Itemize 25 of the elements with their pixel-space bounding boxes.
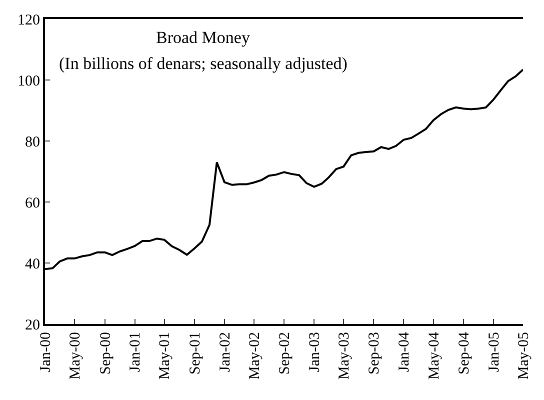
x-tick-label: Sep-01 [187, 332, 204, 374]
y-tick-label: 80 [25, 134, 40, 150]
x-tick-label: Jan-00 [38, 332, 54, 372]
x-tick-label: Sep-02 [276, 332, 293, 374]
x-tick-label: May-04 [426, 332, 442, 380]
x-tick-label: May-01 [157, 332, 174, 380]
text: Broad Money [156, 28, 250, 47]
y-tick-label: 100 [18, 73, 40, 90]
x-tick-label: Jan-05 [486, 332, 502, 372]
y-tick-label: 40 [25, 256, 40, 272]
x-tick-label: Sep-00 [98, 332, 114, 374]
x-tick-label: Jan-03 [306, 332, 323, 372]
x-tick-label: May-00 [68, 332, 84, 380]
y-tick-label: 120 [18, 12, 40, 28]
y-tick-label: 20 [25, 317, 40, 334]
y-tick-label: 60 [25, 195, 40, 212]
x-tick-label: Sep-03 [366, 332, 383, 374]
x-tick-label: Jan-01 [128, 332, 144, 372]
x-tick-label: May-03 [336, 332, 352, 380]
x-tick-label: May-02 [246, 332, 263, 380]
x-tick-label: Jan-04 [396, 332, 413, 372]
text: (In billions of denars; seasonally adjusted) [59, 54, 348, 73]
x-tick-label: Jan-02 [217, 332, 234, 372]
x-tick-label: Sep-04 [456, 332, 472, 374]
x-tick-label: May-05 [516, 332, 532, 380]
